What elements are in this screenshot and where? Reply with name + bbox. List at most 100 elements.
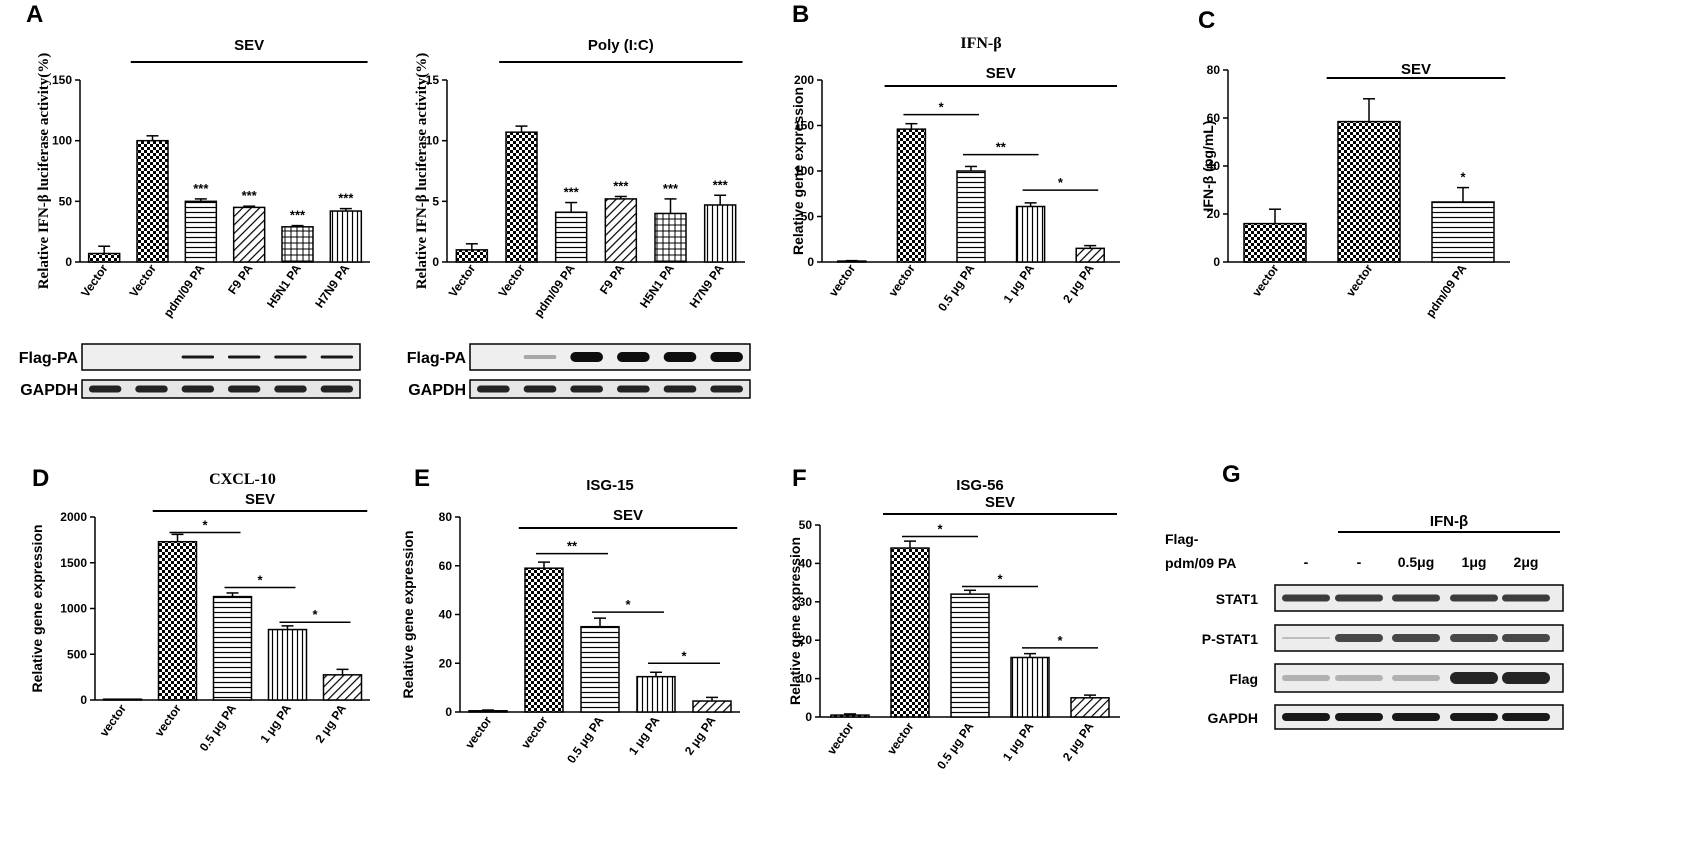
bar [1431, 201, 1495, 263]
blot-band [181, 355, 215, 359]
category-label: vector [518, 713, 550, 751]
category-label: F9 PA [597, 261, 628, 296]
blot-band [570, 352, 603, 362]
y-tick-label: 10 [426, 134, 440, 148]
comparison-label: * [625, 597, 631, 612]
significance-label: *** [663, 181, 679, 196]
bar [1243, 222, 1307, 263]
bar [554, 211, 588, 263]
chart-f-isg56: F ISG-56 0 10 20 30 40 50 Relative gene expressi… [787, 465, 1120, 772]
y-axis-label: Relative IFN-β luciferase activity(%) [36, 53, 52, 290]
blot-band [570, 385, 603, 393]
category-label: H7N9 PA [312, 261, 352, 310]
panel-letter-f: F [792, 465, 807, 492]
category-label: pdm/09 PA [1423, 261, 1470, 319]
significance-label: *** [242, 188, 258, 203]
bar [157, 540, 198, 701]
treatment-label: SEV [234, 37, 264, 54]
blot-band [1282, 594, 1330, 602]
category-label: 1 μg PA [626, 713, 663, 757]
blot-band [181, 385, 215, 393]
y-tick-label: 0 [445, 705, 452, 719]
blot-band [1502, 634, 1550, 642]
blot-frame [81, 343, 361, 371]
chart-e-isg15: E ISG-15 0 20 40 60 80 Relative gene expression… [400, 465, 740, 766]
y-axis-label: Relative gene expression [790, 87, 806, 255]
bar [102, 698, 143, 701]
y-axis-label: Relative gene expression [29, 524, 45, 692]
y-tick-label: 2000 [60, 510, 87, 524]
blot-band [1450, 672, 1498, 684]
row-label: pdm/09 PA [1165, 555, 1236, 571]
bar [830, 714, 870, 718]
category-label: 2 μg PA [1060, 719, 1097, 763]
panel-letter-g: G [1222, 461, 1241, 488]
y-tick-label: 0 [432, 255, 439, 269]
blot-band [477, 385, 510, 393]
y-tick-label: 30 [799, 595, 813, 609]
blot-band [1392, 675, 1440, 681]
blot-band [617, 385, 650, 393]
blot-band [1335, 634, 1383, 642]
lane-label: 2μg [1514, 554, 1539, 570]
category-label: vector [884, 719, 916, 757]
bar [950, 593, 990, 718]
category-label: H5N1 PA [264, 261, 304, 310]
blot-band [663, 352, 697, 362]
blot-band [1335, 713, 1383, 721]
bar [1070, 697, 1110, 718]
blot-band [274, 385, 307, 393]
blot-band [135, 385, 168, 393]
blot-band [1282, 713, 1330, 721]
y-axis-label: Relative IFN-β luciferase activity(%) [414, 53, 430, 290]
comparison-label: ** [567, 539, 578, 554]
chart-title: ISG-56 [956, 477, 1004, 494]
significance-label: * [1460, 170, 1466, 185]
bar [890, 547, 930, 718]
bar [956, 170, 986, 263]
category-label: vector [152, 701, 184, 739]
category-label: H7N9 PA [687, 261, 727, 310]
blot-band [1450, 634, 1498, 642]
treatment-label: SEV [985, 494, 1015, 511]
y-tick-label: 15 [426, 73, 440, 87]
y-axis-label: IFN-β (pg/mL) [1200, 121, 1216, 212]
blot-band [320, 355, 354, 359]
category-label: vector [1249, 261, 1281, 299]
category-label: Vector [126, 261, 159, 299]
y-tick-label: 1500 [60, 556, 87, 570]
treatment-label: IFN-β [1430, 513, 1468, 530]
blot-row-label: Flag [1229, 671, 1258, 687]
category-label: pdm/09 PA [161, 261, 208, 319]
y-tick-label: 20 [1207, 207, 1221, 221]
y-tick-label: 100 [794, 164, 814, 178]
comparison-label: * [1057, 633, 1063, 648]
panel-letter-e: E [414, 465, 430, 492]
bar [232, 206, 266, 263]
blot-frame [81, 379, 361, 399]
bar [87, 252, 121, 263]
blot-band [1282, 637, 1330, 639]
category-label: 2 μg PA [682, 713, 719, 757]
category-label: 1 μg PA [257, 701, 294, 745]
comparison-label: * [1058, 175, 1064, 190]
bar [468, 710, 508, 713]
significance-label: *** [613, 178, 629, 193]
blot-band [1282, 675, 1330, 681]
blot-row-label: STAT1 [1216, 591, 1258, 607]
bar [184, 200, 218, 263]
y-tick-label: 40 [439, 608, 453, 622]
y-tick-label: 0 [80, 693, 87, 707]
lane-label: - [1357, 554, 1362, 570]
category-label: vector [97, 701, 129, 739]
blot-band [1392, 713, 1440, 721]
y-axis-label: Relative gene expression [400, 530, 416, 698]
bar [692, 700, 732, 713]
significance-label: *** [338, 191, 354, 206]
y-tick-label: 0 [1213, 255, 1220, 269]
category-label: Vector [78, 261, 111, 299]
